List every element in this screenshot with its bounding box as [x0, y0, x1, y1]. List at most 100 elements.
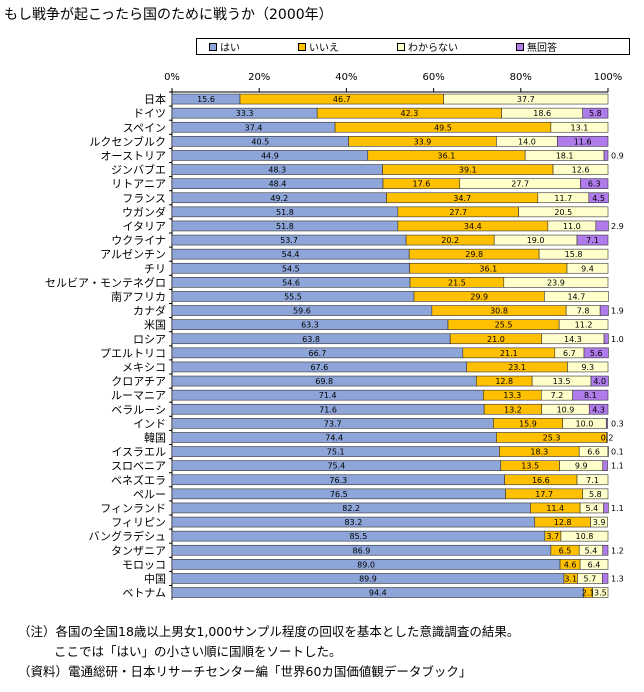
category-label: ドイツ: [133, 107, 166, 120]
data-label-yes: 51.8: [276, 208, 294, 217]
data-label-no: 21.5: [448, 278, 466, 287]
bar-segment-na: [557, 136, 609, 147]
category-label: カナダ: [133, 304, 166, 318]
data-label-dk: 5.4: [586, 504, 599, 513]
data-label-no: 25.5: [495, 321, 513, 330]
data-label-yes: 48.3: [268, 166, 286, 175]
data-label-yes: 67.6: [310, 363, 328, 372]
data-label-dk: 13.5: [553, 377, 571, 386]
data-label-dk: 23.9: [547, 278, 565, 287]
data-label-yes: 51.8: [276, 222, 294, 231]
bar-segment-dk: [552, 164, 609, 175]
data-label-yes: 85.5: [349, 532, 367, 541]
data-label-dk: 0.2: [601, 433, 614, 442]
note-line-1: （注）各国の全国18歳以上男女1,000サンプル程度の回収を基本とした意識調査の…: [18, 624, 520, 639]
category-label: ペルー: [133, 488, 166, 501]
data-label-no: 34.4: [464, 222, 482, 231]
data-label-yes: 49.2: [270, 194, 288, 203]
data-label-yes: 53.7: [280, 236, 298, 245]
data-label-dk: 6.4: [588, 560, 601, 569]
data-label-dk: 11.2: [575, 321, 593, 330]
data-label-dk: 9.4: [581, 264, 594, 273]
bar-segment-na: [605, 418, 608, 429]
category-label: メキシコ: [122, 361, 166, 374]
x-tick-label: 20%: [248, 72, 270, 83]
data-label-dk: 6.7: [563, 349, 576, 358]
bar-segment-na: [588, 192, 609, 204]
data-label-no: 13.2: [504, 405, 522, 414]
x-tick-label: 0%: [164, 72, 180, 83]
data-label-na: 5.6: [590, 349, 603, 358]
data-label-yes: 83.2: [344, 518, 362, 527]
data-label-no: 21.0: [487, 335, 505, 344]
bar-segment-na: [583, 347, 609, 359]
bar-segment-dk: [592, 587, 609, 598]
data-label-dk: 14.7: [567, 292, 585, 301]
category-label: バングラデシュ: [88, 529, 166, 543]
data-label-no: 17.6: [412, 180, 430, 189]
bar-segment-dk: [606, 432, 608, 443]
category-label: 米国: [144, 319, 166, 332]
data-label-no: 20.2: [441, 236, 459, 245]
data-label-no: 3.1: [564, 574, 577, 583]
category-label: スロベニア: [111, 460, 166, 473]
bar-segment-dk: [567, 361, 609, 373]
legend: はい いいえ わからない 無回答: [196, 38, 630, 55]
category-label: アルゼンチン: [100, 248, 166, 261]
data-label-dk: 10.8: [576, 532, 594, 541]
data-label-dk: 20.5: [554, 208, 572, 217]
category-label: タンザニア: [111, 544, 166, 557]
data-label-na: 5.8: [589, 109, 602, 118]
bar-segment-dk: [550, 121, 609, 133]
bar-segment-na: [572, 389, 609, 401]
category-label: イスラエル: [111, 446, 166, 459]
data-label-no: 3.7: [546, 532, 559, 541]
legend-swatch-na: [516, 42, 524, 51]
data-label-yes: 75.4: [327, 462, 345, 471]
legend-swatch-dk: [397, 42, 405, 51]
data-label-dk: 6.6: [587, 448, 600, 457]
data-label-na: 1.3: [611, 574, 624, 583]
bar-segment-dk: [518, 206, 609, 218]
data-label-na: 11.6: [574, 137, 592, 146]
data-label-dk: 10.9: [557, 405, 575, 414]
data-label-no: 39.1: [459, 166, 477, 175]
data-label-yes: 76.3: [329, 476, 347, 485]
category-label: 韓国: [144, 431, 166, 444]
bar-segment-dk: [538, 248, 609, 260]
data-label-dk: 19.0: [527, 236, 545, 245]
bar-segment-na: [588, 403, 609, 415]
data-label-no: 49.5: [434, 123, 452, 132]
data-label-yes: 73.7: [324, 419, 342, 428]
bar-segment-dk: [544, 291, 609, 302]
data-label-yes: 44.9: [261, 151, 279, 160]
category-label: ロシア: [133, 333, 166, 346]
data-label-dk: 11.0: [563, 222, 581, 231]
category-label: ウガンダ: [122, 205, 166, 219]
data-label-no: 29.9: [470, 292, 488, 301]
data-label-yes: 69.8: [315, 377, 333, 386]
category-label: ルクセンブルク: [89, 134, 166, 148]
data-label-dk: 13.1: [571, 123, 589, 132]
data-label-dk: 27.7: [511, 180, 529, 189]
data-label-no: 2.1: [582, 589, 595, 598]
chart-title: もし戦争が起こったら国のために戦うか（2000年）: [4, 7, 333, 23]
category-label: モロッコ: [122, 558, 166, 571]
data-label-dk: 9.9: [575, 462, 588, 471]
data-label-yes: 48.4: [269, 180, 287, 189]
bar-segment-na: [599, 305, 609, 316]
bar-segment-na: [602, 460, 608, 471]
category-label: フランス: [122, 192, 166, 205]
bar-segment-dk: [582, 488, 609, 500]
data-label-yes: 86.9: [353, 546, 371, 555]
category-label: ベトナム: [122, 587, 166, 600]
data-label-yes: 75.1: [327, 448, 345, 457]
legend-item-no: いいえ: [298, 39, 339, 54]
data-label-no: 13.5: [521, 462, 539, 471]
bar-segment-dk: [503, 277, 609, 288]
data-label-yes: 59.6: [293, 307, 311, 316]
legend-label-no: いいえ: [309, 43, 339, 54]
data-label-no: 27.7: [449, 208, 467, 217]
data-label-dk: 18.1: [556, 151, 574, 160]
data-label-dk: 5.7: [584, 574, 597, 583]
